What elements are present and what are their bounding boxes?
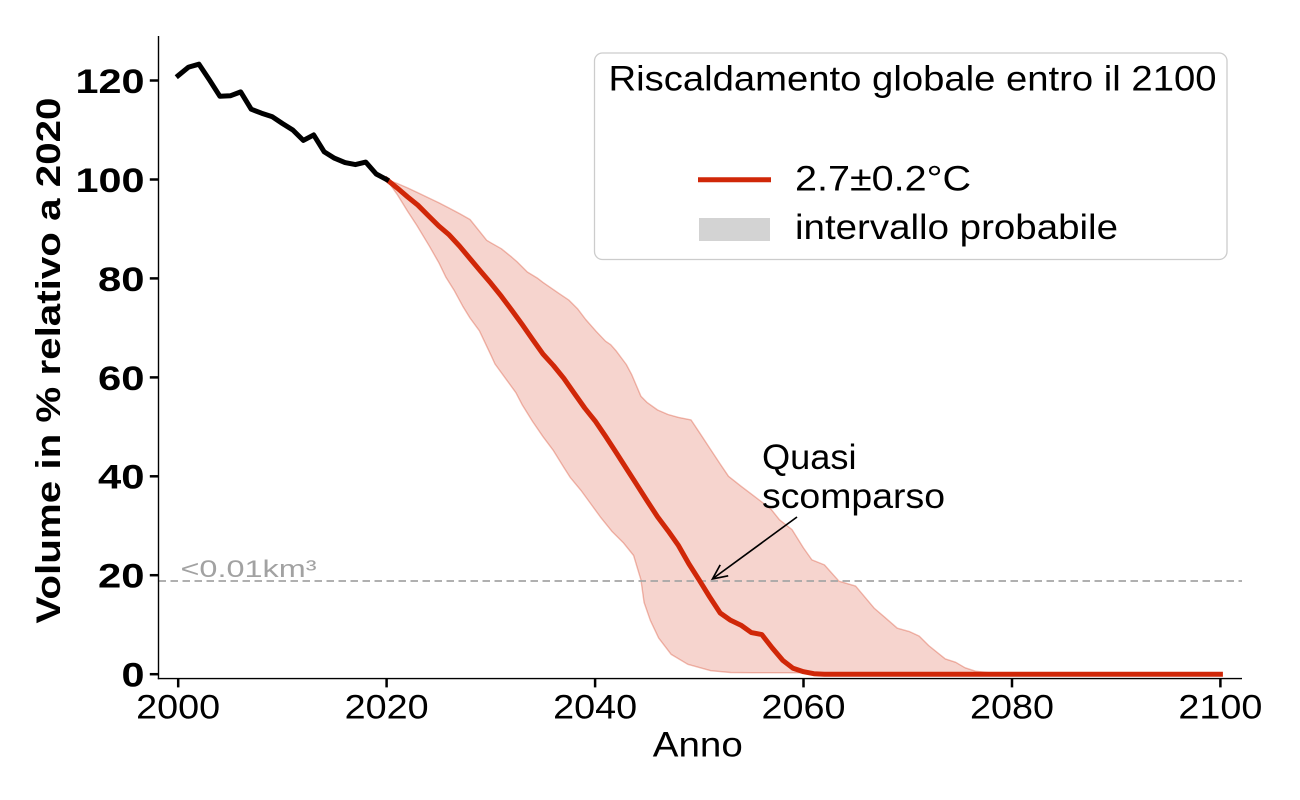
svg-text:2000: 2000 [136, 689, 220, 727]
svg-text:20: 20 [98, 558, 145, 596]
svg-text:0: 0 [122, 657, 145, 695]
svg-text:100: 100 [76, 162, 145, 200]
svg-text:intervallo probabile: intervallo probabile [795, 208, 1118, 247]
svg-text:40: 40 [98, 459, 145, 497]
svg-text:Volume in % relativo a 2020: Volume in % relativo a 2020 [30, 98, 68, 624]
svg-text:2040: 2040 [553, 689, 637, 727]
svg-text:2100: 2100 [1178, 689, 1262, 727]
svg-text:120: 120 [76, 63, 145, 101]
svg-text:2060: 2060 [762, 689, 846, 727]
svg-text:2020: 2020 [345, 689, 429, 727]
svg-text:scomparso: scomparso [762, 477, 945, 516]
svg-text:80: 80 [98, 261, 145, 299]
svg-text:<0.01km³: <0.01km³ [181, 556, 317, 583]
svg-text:Riscaldamento globale entro il: Riscaldamento globale entro il 2100 [609, 59, 1217, 98]
svg-text:2.7±0.2°C: 2.7±0.2°C [795, 160, 971, 199]
svg-text:Anno: Anno [653, 726, 743, 765]
svg-text:60: 60 [98, 360, 145, 398]
svg-text:Quasi: Quasi [762, 438, 857, 477]
svg-text:2080: 2080 [970, 689, 1054, 727]
